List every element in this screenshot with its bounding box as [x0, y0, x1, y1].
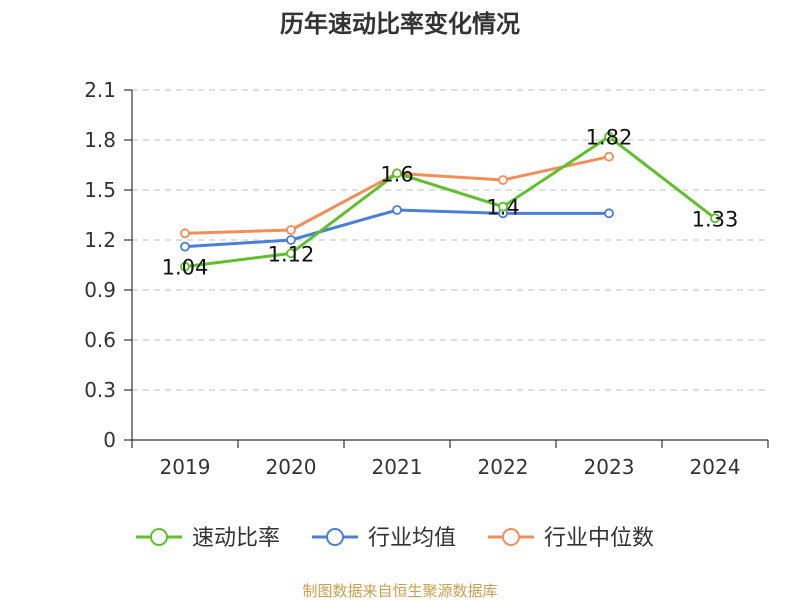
legend-label: 行业中位数 — [544, 526, 654, 551]
data-label: 1.82 — [586, 126, 633, 150]
legend-item-1[interactable]: 行业均值 — [312, 526, 456, 551]
x-tick-label: 2019 — [160, 455, 211, 479]
x-tick-label: 2022 — [478, 455, 529, 479]
chart-title: 历年速动比率变化情况 — [280, 10, 520, 38]
data-point[interactable] — [180, 228, 190, 239]
legend-item-0[interactable]: 速动比率 — [136, 526, 280, 551]
x-tick-label: 2021 — [372, 455, 423, 479]
x-tick-label: 2023 — [584, 455, 635, 479]
legend-label: 速动比率 — [192, 526, 280, 551]
data-label: 1.12 — [268, 242, 315, 266]
x-tick-label: 2020 — [266, 455, 317, 479]
y-tick-label: 1.2 — [84, 228, 116, 252]
legend-swatch-marker — [502, 528, 520, 546]
y-tick-label: 1.5 — [84, 178, 116, 202]
series-1 — [180, 205, 614, 252]
x-tick-label: 2024 — [690, 455, 741, 479]
y-tick-label: 0 — [103, 428, 116, 452]
data-point[interactable] — [604, 208, 614, 219]
y-tick-label: 0.9 — [84, 278, 116, 302]
data-label: 1.33 — [692, 207, 739, 231]
axes: 0 0.3 0.6 0.9 1.2 1.5 1.8 2.1 2019 2020 2021 2022 20… — [84, 78, 769, 479]
data-point[interactable] — [392, 168, 402, 179]
legend-item-2[interactable]: 行业中位数 — [488, 526, 654, 551]
grid-lines — [132, 89, 768, 391]
data-label: 1.4 — [486, 196, 519, 220]
y-tick-label: 0.3 — [84, 378, 116, 402]
data-point[interactable] — [286, 235, 296, 245]
data-point[interactable] — [604, 151, 614, 162]
data-point[interactable] — [286, 248, 296, 259]
data-label: 1.6 — [380, 162, 413, 186]
data-point[interactable] — [710, 213, 720, 224]
data-point[interactable] — [180, 241, 190, 252]
y-tick-label: 2.1 — [84, 78, 116, 102]
legend-swatch-marker — [150, 528, 168, 546]
data-point[interactable] — [180, 261, 190, 272]
legend-swatch-marker — [326, 528, 344, 546]
legend-label: 行业均值 — [368, 526, 456, 551]
data-label: 1.04 — [162, 256, 209, 280]
data-point[interactable] — [498, 175, 508, 185]
series-0 — [180, 131, 720, 272]
y-tick-label: 1.8 — [84, 128, 116, 152]
data-point[interactable] — [604, 131, 614, 142]
data-point[interactable] — [498, 201, 508, 212]
data-point[interactable] — [392, 205, 402, 215]
data-point[interactable] — [286, 225, 296, 235]
series-lines — [180, 131, 720, 272]
legend[interactable]: 速动比率 行业均值 行业中位数 — [136, 526, 654, 551]
y-tick-label: 0.6 — [84, 328, 116, 352]
series-line — [184, 208, 609, 249]
data-labels: 1.04 1.12 1.6 1.4 1.82 1.33 — [162, 126, 739, 280]
series-line — [184, 135, 716, 269]
source-note: 制图数据来自恒生聚源数据库 — [302, 582, 497, 600]
